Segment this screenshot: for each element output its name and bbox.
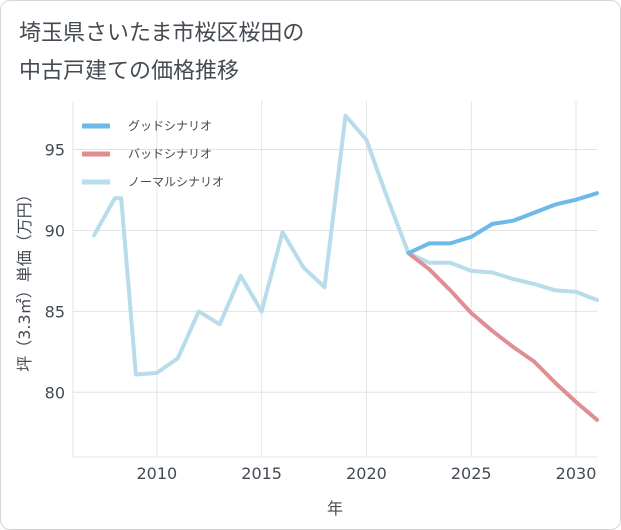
y-tick-label: 80	[45, 383, 65, 402]
y-tick-label: 95	[45, 141, 65, 160]
x-tick-label: 2025	[451, 464, 492, 483]
x-tick-label: 2030	[556, 464, 597, 483]
y-tick-label: 90	[45, 221, 65, 240]
x-tick-label: 2015	[241, 464, 282, 483]
legend-label: バッドシナリオ	[128, 147, 212, 161]
y-axis-label: 坪（3.3㎡）単価（万円）	[15, 186, 34, 371]
series-line-2	[406, 251, 599, 422]
legend-label: グッドシナリオ	[128, 119, 212, 133]
grid-lines	[73, 101, 597, 457]
legend-label: ノーマルシナリオ	[128, 175, 224, 189]
title-line-1: 埼玉県さいたま市桜区桜田の	[19, 21, 305, 46]
series-line-3	[92, 113, 599, 377]
x-tick-label: 2010	[136, 464, 177, 483]
chart-title: 埼玉県さいたま市桜区桜田の 中古戸建ての価格推移	[19, 15, 304, 91]
y-tick-label: 85	[45, 302, 65, 321]
x-tick-label: 2020	[346, 464, 387, 483]
series-line-1	[406, 191, 599, 256]
x-axis-label: 年	[327, 499, 343, 518]
title-line-2: 中古戸建ての価格推移	[19, 59, 240, 84]
